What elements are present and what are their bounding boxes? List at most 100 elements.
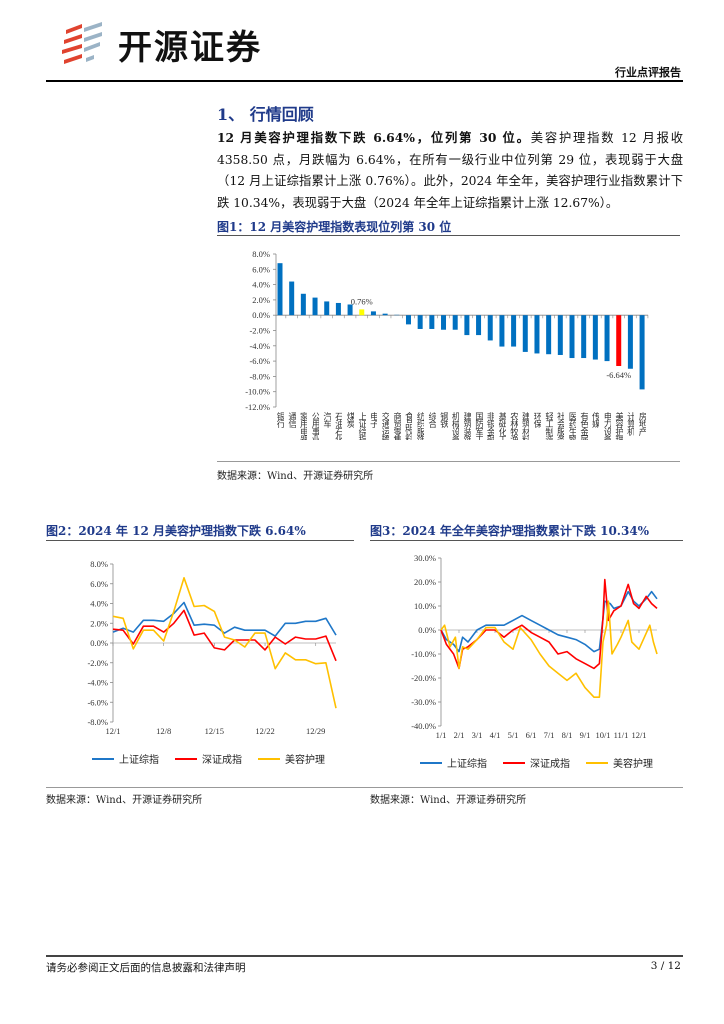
- category-label: 家用电器: [298, 412, 308, 440]
- y-tick-label: 6.0%: [252, 264, 270, 274]
- y-tick-label: -20.0%: [411, 673, 436, 683]
- category-label: 国防军工: [473, 412, 483, 440]
- legend-item: 美容护理: [258, 751, 325, 766]
- bar-石油石化: [335, 302, 341, 316]
- fig3-source: 数据来源：Wind、开源证券研究所: [370, 795, 527, 806]
- bar-美容护理: [616, 315, 622, 366]
- category-label: 机械设备: [450, 412, 460, 440]
- x-tick-label: 9/1: [580, 730, 591, 740]
- footer-divider: [46, 955, 683, 957]
- bar-医药生物: [569, 315, 575, 359]
- category-label: 上证综指: [356, 412, 366, 440]
- y-tick-label: 2.0%: [90, 618, 108, 628]
- logo-mark-icon: [62, 22, 102, 64]
- category-label: 煤炭: [345, 412, 355, 428]
- fig3-line-chart: 30.0% 20.0% 10.0% 0.0% -10.0% -20.0% -30.0% -40…: [411, 553, 658, 740]
- page-number: 3 / 12: [650, 960, 681, 972]
- y-tick-label: -4.0%: [249, 341, 270, 351]
- brand-logo: 开源证券: [60, 20, 280, 68]
- fig3-title: 图3：2024 年全年美容护理指数累计下跌 10.34%: [370, 524, 650, 538]
- bar-通信: [289, 281, 295, 316]
- y-tick-label: -8.0%: [249, 371, 270, 381]
- bar-煤炭: [347, 304, 353, 316]
- x-tick-label: 7/1: [544, 730, 555, 740]
- category-label: 公用事业: [310, 412, 320, 440]
- fig1-bottom-rule: [217, 461, 680, 462]
- y-tick-label: -2.0%: [249, 326, 270, 336]
- category-label: 医药生物: [567, 412, 576, 440]
- x-tick-label: 12/29: [306, 726, 325, 736]
- series-line-上证综指: [440, 590, 658, 653]
- fig2-source: 数据来源：Wind、开源证券研究所: [46, 795, 203, 806]
- fig2-legend: 上证综指 深证成指 美容护理: [92, 751, 325, 766]
- data-label: -6.64%: [606, 370, 631, 380]
- legend-label: 美容护理: [613, 759, 653, 770]
- legend-swatch: [586, 761, 608, 764]
- y-tick-label: 20.0%: [414, 577, 436, 587]
- category-label: 计算机: [625, 412, 635, 435]
- y-tick-label: -10.0%: [411, 649, 436, 659]
- y-tick-label: -10.0%: [245, 387, 270, 397]
- x-tick-label: 12/8: [156, 726, 171, 736]
- y-tick-label: -12.0%: [245, 402, 270, 412]
- bar-国防军工: [476, 315, 482, 336]
- fig1-source: 数据来源：Wind、开源证券研究所: [217, 471, 374, 482]
- series-line-上证综指: [112, 601, 337, 637]
- x-tick-label: 5/1: [508, 730, 519, 740]
- bar-电力设备: [604, 315, 610, 362]
- fig3-legend: 上证综指 深证成指 美容护理: [420, 755, 653, 770]
- legend-label: 上证综指: [119, 755, 159, 766]
- x-tick-label: 8/1: [562, 730, 573, 740]
- y-tick-label: 0.0%: [418, 625, 436, 635]
- y-tick-label: -6.0%: [87, 697, 108, 707]
- category-label: 社会服务: [555, 412, 565, 440]
- series-line-深证成指: [112, 609, 337, 662]
- bar-交通运输: [382, 313, 388, 316]
- category-label: 纺织服饰: [415, 412, 425, 440]
- bar-非银金融: [487, 315, 493, 341]
- x-tick-label: 11/1: [614, 730, 629, 740]
- category-label: 交通运输: [380, 412, 390, 440]
- bar-电子: [370, 311, 376, 316]
- bar-食品饮料: [405, 315, 411, 325]
- fig1-title: 图1：12 月美容护理指数表现位列第 30 位: [217, 220, 452, 234]
- category-label: 石油石化: [333, 412, 343, 440]
- x-tick-label: 12/15: [205, 726, 224, 736]
- data-label: 0.76%: [351, 296, 373, 306]
- category-label: 传媒: [590, 412, 600, 428]
- bar-基础化工: [499, 315, 505, 347]
- summary-body: 美容护理指数 12 月报收 4358.50 点，月跌幅为 6.64%，在所有一级…: [217, 131, 683, 211]
- category-label: 农林牧渔: [508, 412, 518, 440]
- bar-上证综指: [359, 309, 365, 316]
- bar-汽车: [324, 301, 330, 316]
- footer-disclaimer: 请务必参阅正文后面的信息披露和法律声明: [46, 962, 246, 974]
- y-tick-label: -8.0%: [87, 717, 108, 727]
- fig1-bar-chart: 8.0% 6.0% 4.0% 2.0% 0.0% -2.0% -4.0% -6.0% -8.0%…: [245, 249, 649, 412]
- category-label: 环保: [531, 412, 541, 428]
- category-label: 有色金属: [578, 412, 588, 440]
- category-label: 轻工制造: [543, 412, 553, 440]
- fig2-title-rule: [46, 540, 354, 541]
- y-tick-label: 4.0%: [252, 280, 270, 290]
- bar-轻工制造: [546, 315, 552, 355]
- x-tick-label: 1/1: [436, 730, 447, 740]
- series-line-美容护理: [440, 600, 658, 698]
- legend-swatch: [503, 761, 525, 764]
- fig2-title: 图2：2024 年 12 月美容护理指数下跌 6.64%: [46, 524, 306, 538]
- y-tick-label: 8.0%: [252, 249, 270, 259]
- category-label: 基础化工: [496, 412, 506, 440]
- bar-机械设备: [452, 315, 458, 330]
- category-label: 美容护理: [613, 412, 623, 440]
- y-tick-label: -2.0%: [87, 658, 108, 668]
- x-tick-label: 12/1: [105, 726, 120, 736]
- fig1-chart: 8.0% 6.0% 4.0% 2.0% 0.0% -2.0% -4.0% -6.0% -8.0%…: [217, 245, 680, 445]
- x-tick-label: 10/1: [595, 730, 610, 740]
- bar-建筑材料: [522, 315, 528, 352]
- y-tick-label: 30.0%: [414, 553, 436, 563]
- legend-swatch: [175, 757, 197, 760]
- bar-家用电器: [300, 293, 306, 316]
- bar-房地产: [639, 315, 645, 390]
- category-label: 钢铁: [438, 412, 448, 428]
- category-label: 非银金融: [485, 412, 495, 440]
- y-tick-label: -40.0%: [411, 721, 436, 731]
